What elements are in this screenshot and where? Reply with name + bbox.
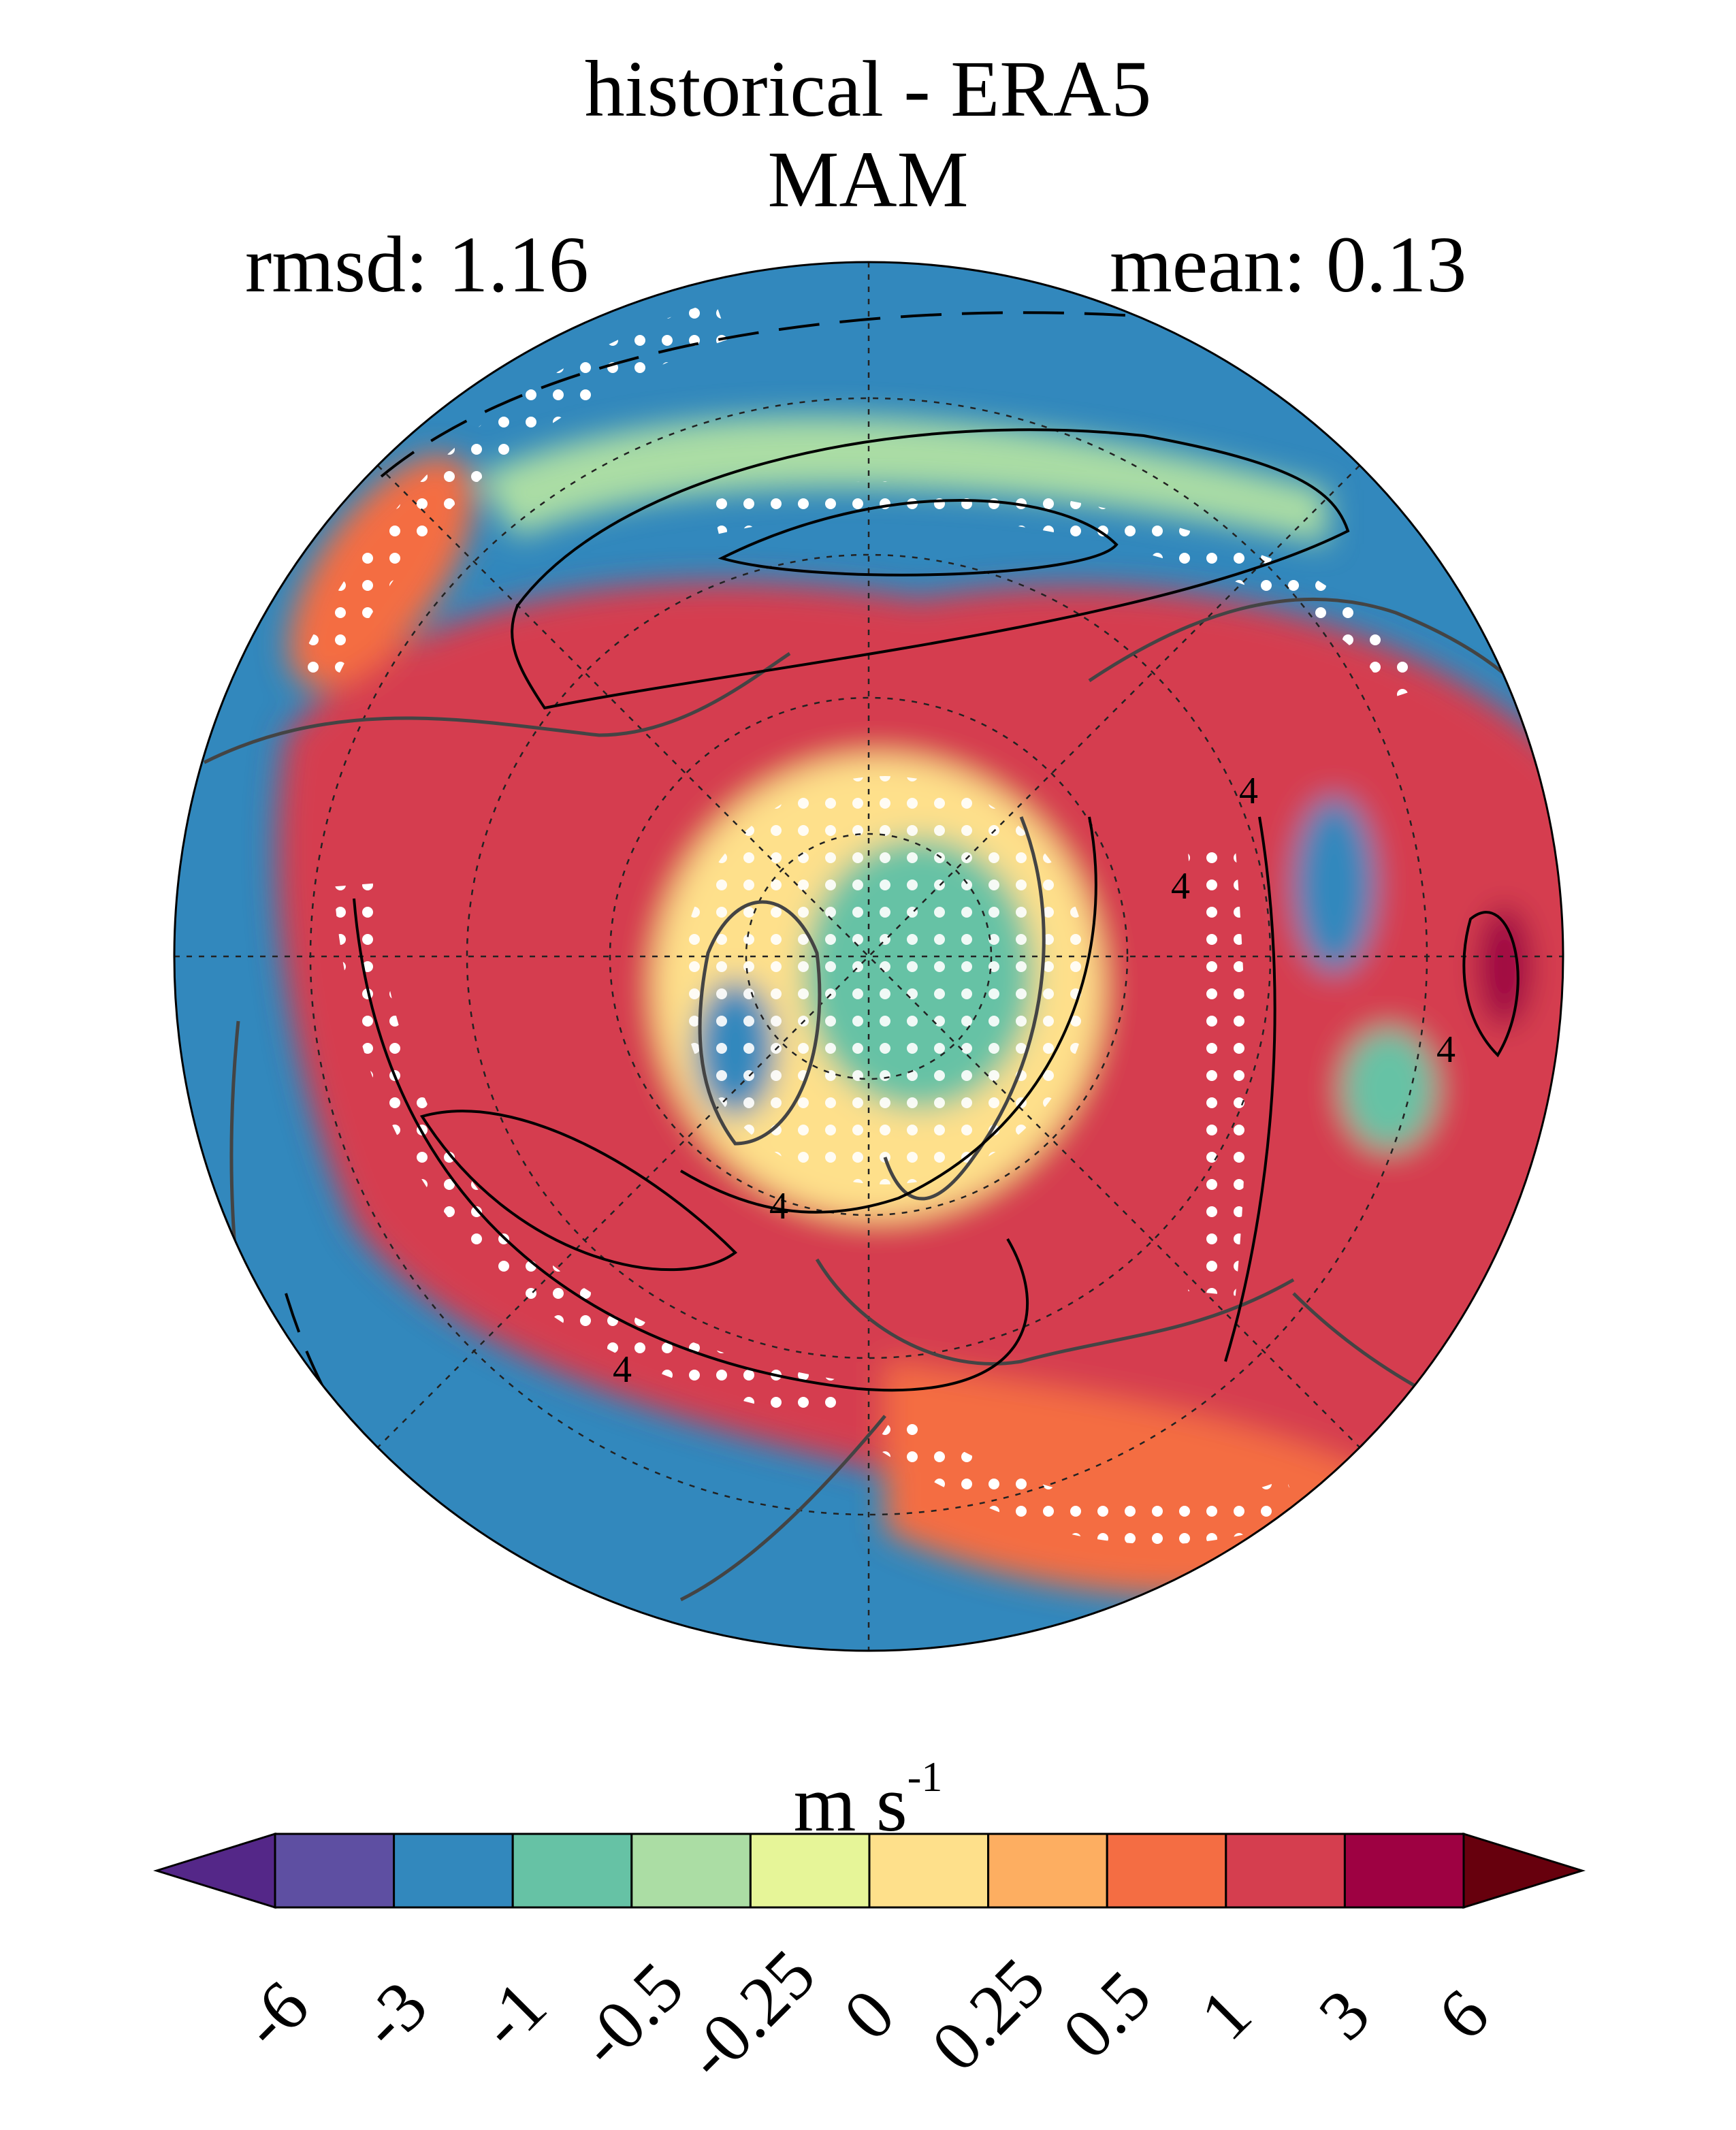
colorbar-cell: [630, 1833, 752, 1909]
contour-label: 4: [1171, 865, 1190, 907]
climatology-contours: [353, 428, 1520, 1392]
mean-label: mean: 0.13: [1110, 220, 1467, 309]
stippling-band-east: [1188, 849, 1246, 1296]
stippling-band-south: [873, 1412, 1302, 1545]
contour-label: 4: [769, 1185, 788, 1227]
contour-label: 4: [1436, 1029, 1456, 1071]
positive-jet-core: [443, 1089, 756, 1280]
colorbar-extend-low: [152, 1832, 276, 1909]
colorbar-extend-high: [1462, 1832, 1586, 1909]
colorbar-cell: [393, 1833, 514, 1909]
stippling-band-north: [711, 481, 1419, 700]
north-transition-band: [477, 416, 1328, 545]
stippling-band-pacific: [294, 300, 728, 690]
negative-patch: [1341, 1028, 1436, 1150]
unit-base: m s: [793, 1759, 907, 1848]
colorbar-cells: [274, 1833, 1465, 1909]
field-layer: [174, 262, 1563, 1651]
colorbar-cell: [1106, 1833, 1227, 1909]
colorbar-cell: [511, 1833, 633, 1909]
contour-label: 4: [1239, 770, 1258, 812]
contour-labels: 4 4 4 4 4: [613, 770, 1456, 1391]
colorbar-cell: [987, 1833, 1108, 1909]
colorbar-unit: m s-1: [0, 1756, 1736, 1844]
map-boundary: [173, 261, 1564, 1652]
unit-exponent: -1: [907, 1754, 943, 1801]
colorbar: [152, 1832, 1586, 1909]
stippling-arctic: [681, 776, 1089, 1184]
colorbar-cell: [868, 1833, 990, 1909]
season-label: MAM: [767, 135, 969, 224]
negative-patch: [1293, 796, 1375, 973]
colorbar-cell: [274, 1833, 396, 1909]
rmsd-label: rmsd: 1.16: [245, 220, 589, 309]
colorbar-cell: [1225, 1833, 1346, 1909]
graticule: [174, 262, 1563, 1651]
contour-label: 4: [613, 1349, 632, 1391]
colorbar-cell: [1343, 1833, 1465, 1909]
plot-title: historical - ERA5: [584, 44, 1152, 133]
